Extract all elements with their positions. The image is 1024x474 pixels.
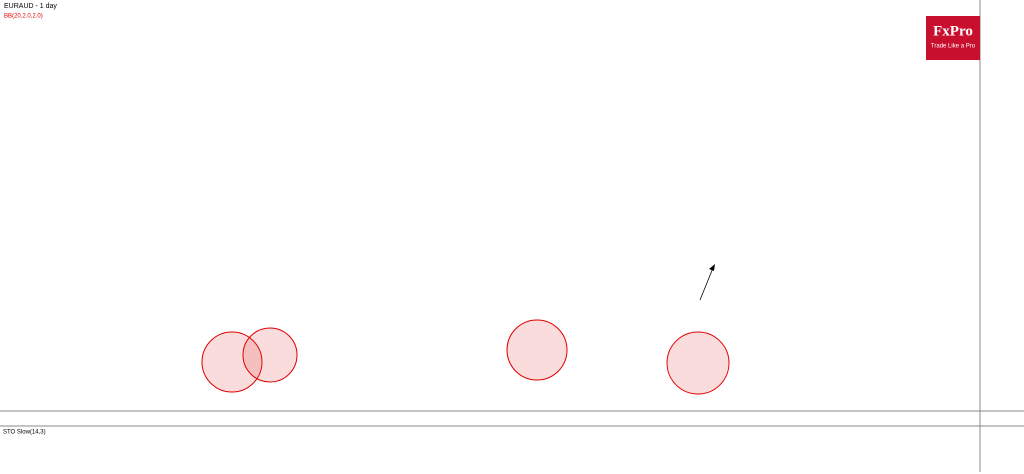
stochastic-title: STO Slow(14,3) — [3, 430, 46, 436]
indicator-label: BB(20,2.0,2.0) — [4, 14, 43, 20]
logo-box — [926, 16, 980, 60]
chart-title: EURAUD - 1 day — [4, 3, 57, 10]
highlight-circle — [242, 327, 298, 383]
projection-arrow — [699, 267, 714, 301]
logo-name: FxPro — [933, 23, 973, 39]
highlight-circles — [201, 264, 730, 395]
highlight-circle — [201, 331, 263, 393]
highlight-circle — [666, 331, 730, 395]
arrow-head — [709, 264, 715, 271]
highlight-circle — [506, 319, 568, 381]
logo-tagline: Trade Like a Pro — [931, 44, 976, 50]
